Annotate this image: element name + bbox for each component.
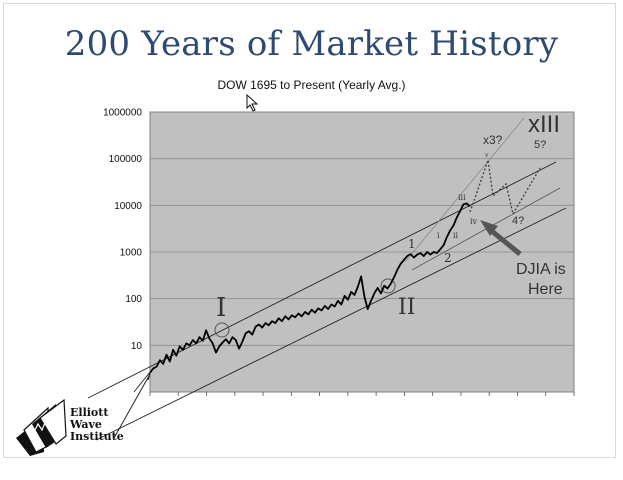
logo-line: Wave [70,418,102,431]
wave-iii-label: iii [458,193,466,202]
target-x3-label: x3? [483,133,503,147]
wave-2-label: 2 [444,251,452,265]
chart-title: DOW 1695 to Present (Yearly Avg.) [217,78,406,92]
slide-title: 200 Years of Market History [64,24,559,64]
wave-II-circle [380,278,396,294]
wave-I-label: I [216,293,226,323]
wave-iv-label: iv [470,217,478,226]
target-5-label: 5? [534,139,546,151]
wave-i-label: i [437,231,440,240]
elliott-wave-logo-icon [16,398,67,456]
dow-series-line [150,202,471,374]
wave-II-label: II [398,295,415,320]
y-tick-label: 10000 [114,201,142,212]
y-tick-label: 100 [125,294,142,305]
y-tick-label: 100000 [109,154,143,165]
acceleration-line [404,117,525,263]
djia-label-line1: DJIA is [516,261,566,278]
wave-v-label: v [484,152,489,159]
djia-arrow-head [480,220,498,236]
channel-connector-line [133,371,151,393]
logo-wordmark: Elliott Wave Institute [70,407,124,443]
target-4-label: 4? [512,215,524,227]
mouse-pointer-icon [246,94,259,112]
djia-arrow-shaft [486,226,522,256]
y-tick-label: 1000000 [103,108,142,119]
logo-line: Elliott [70,406,109,419]
target-xiii-label: xIII [528,111,560,138]
logo-pointer-line [113,373,151,439]
wave-ii-label: ii [453,231,459,240]
wave-I-circle [214,322,230,338]
y-tick-label: 10 [131,341,143,352]
djia-label-line2: Here [528,281,563,298]
y-tick-label: 1000 [120,248,143,259]
wave-1-label: 1 [408,237,416,251]
lower-channel-line [95,207,567,441]
logo-line: Institute [70,430,124,443]
